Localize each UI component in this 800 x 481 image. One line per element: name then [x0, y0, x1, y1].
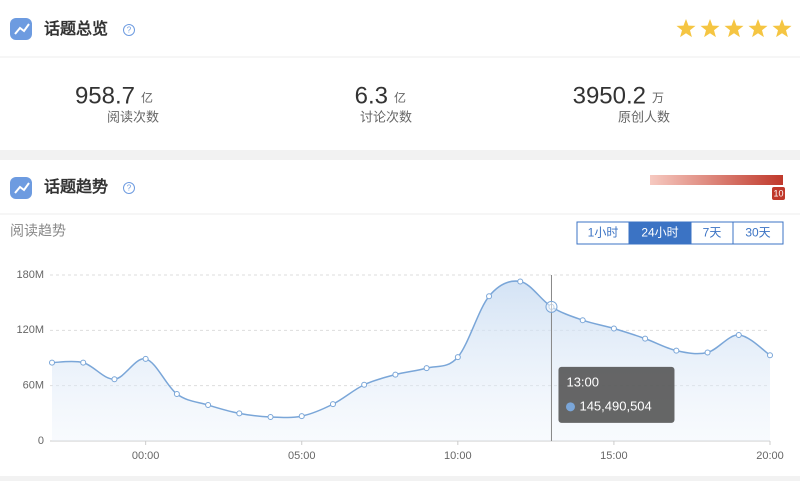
star: [724, 19, 744, 38]
point: [673, 347, 680, 354]
point: [610, 325, 617, 332]
icon: [10, 177, 32, 199]
tab-label[interactable]: 1小时: [588, 226, 619, 240]
hover-point: [545, 300, 558, 313]
point: [80, 359, 87, 366]
x-tick-label: 10:00: [444, 450, 472, 462]
x-tick-label: 20:00: [756, 450, 784, 462]
point: [579, 317, 586, 324]
tooltip: [558, 366, 675, 423]
star: [772, 19, 792, 38]
stat-value: 958.7: [75, 82, 135, 109]
point: [49, 359, 55, 366]
stat-label: 讨论次数: [360, 109, 412, 124]
point: [236, 410, 243, 417]
stat-value: 3950.2: [573, 82, 646, 109]
tooltip-dot: [565, 402, 575, 412]
point: [517, 278, 524, 285]
svg-text:?: ?: [127, 184, 132, 193]
stat-value: 6.3: [355, 82, 388, 109]
x-tick-label: 05:00: [288, 450, 316, 462]
heat-bar: [650, 175, 783, 185]
x-tick-label: 00:00: [132, 450, 160, 462]
heat-marker: [772, 187, 785, 200]
star: [700, 19, 720, 38]
stat-unit: 亿: [141, 90, 153, 105]
stat-label: 阅读次数: [107, 109, 159, 124]
point: [642, 335, 649, 342]
point: [329, 401, 336, 408]
y-tick-label: 0: [38, 435, 44, 447]
point: [735, 331, 742, 338]
point: [423, 365, 430, 372]
point: [142, 355, 149, 362]
point: [392, 371, 399, 378]
stat-unit: 万: [652, 91, 664, 105]
tooltip-title: 13:00: [566, 374, 599, 389]
y-tick-label: 120M: [16, 324, 44, 336]
help-icon[interactable]: ?: [123, 182, 135, 194]
y-tick-label: 60M: [23, 380, 44, 392]
point: [767, 352, 773, 359]
x-tick-label: 15:00: [600, 450, 628, 462]
tab-label[interactable]: 30天: [745, 226, 770, 240]
chart-subtitle: 阅读趋势: [10, 223, 66, 239]
svg-text:?: ?: [127, 26, 132, 35]
tab-label[interactable]: 7天: [703, 226, 722, 240]
section-title: 话题趋势: [44, 177, 108, 196]
point: [704, 349, 711, 356]
y-tick-label: 180M: [16, 269, 44, 281]
point: [486, 293, 493, 300]
tab-button[interactable]: [732, 221, 784, 245]
point: [205, 402, 212, 409]
tab-label[interactable]: 24小时: [641, 226, 678, 240]
icon: [10, 18, 32, 40]
stat-label: 原创人数: [618, 109, 670, 124]
section-title: 话题总览: [44, 19, 108, 38]
overview-card: [0, 0, 800, 150]
point: [361, 381, 368, 388]
star: [676, 19, 696, 38]
help-icon[interactable]: ?: [123, 24, 135, 36]
point: [298, 413, 305, 420]
point: [173, 390, 180, 397]
tooltip-value: 145,490,504: [579, 398, 651, 413]
point: [111, 376, 118, 383]
point: [267, 414, 274, 421]
heat-label: 10: [773, 188, 783, 198]
star: [748, 19, 768, 38]
point: [454, 354, 461, 361]
stat-unit: 亿: [394, 90, 406, 105]
